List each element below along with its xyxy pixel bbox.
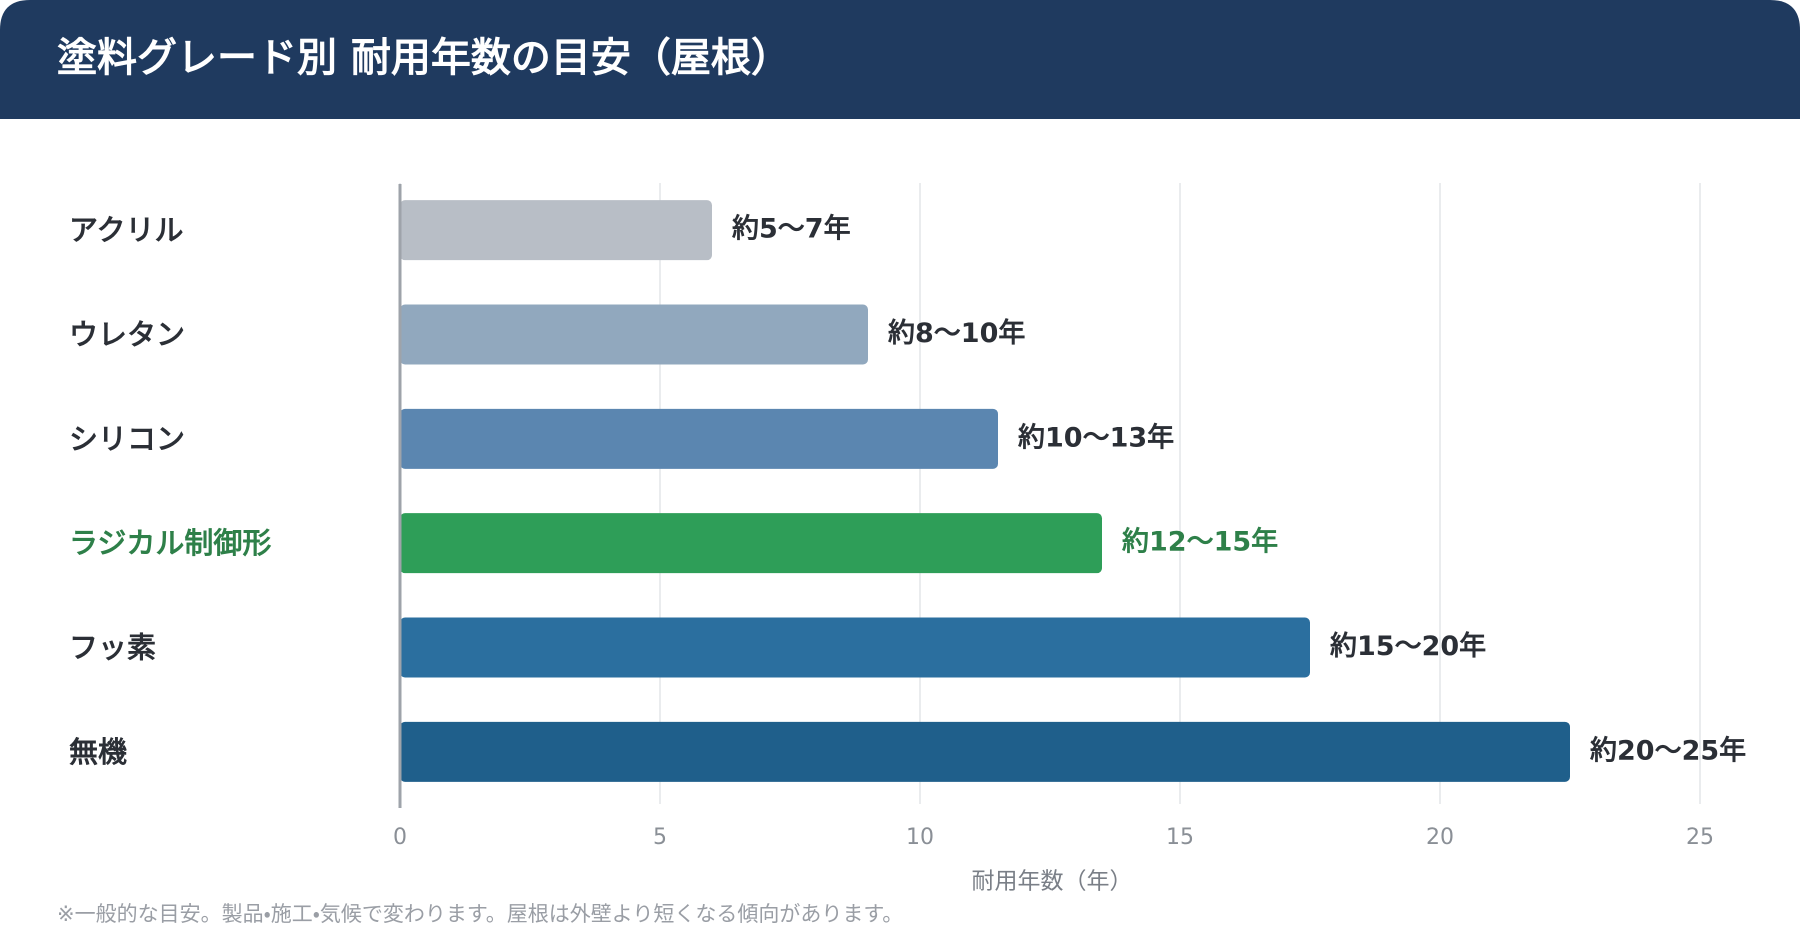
- bar: [400, 200, 712, 261]
- value-label: 約5〜7年: [731, 213, 851, 245]
- header-bar: [0, 0, 1800, 119]
- x-tick-label: 10: [906, 825, 934, 850]
- x-tick-label: 15: [1166, 825, 1194, 850]
- value-label: 約15〜20年: [1329, 630, 1486, 662]
- y-tick-label: フッ素: [69, 631, 156, 665]
- value-label: 約12〜15年: [1121, 526, 1278, 558]
- y-tick-label: シリコン: [69, 422, 185, 456]
- bar: [400, 617, 1310, 678]
- x-tick-label: 20: [1426, 825, 1454, 850]
- chart-title: 塗料グレード別 耐用年数の目安（屋根）: [57, 35, 791, 81]
- bar: [400, 513, 1102, 574]
- x-axis-title: 耐用年数（年）: [972, 869, 1133, 895]
- x-tick-label: 5: [653, 825, 667, 850]
- x-tick-label: 25: [1686, 825, 1714, 850]
- value-label: 約20〜25年: [1589, 734, 1746, 766]
- footnote: ※一般的な目安。製品・施工・気候で変わります。屋根は外壁より短くなる傾向がありま…: [57, 902, 903, 926]
- x-tick-label: 0: [393, 825, 407, 850]
- value-label: 約10〜13年: [1017, 421, 1174, 453]
- y-tick-label: ウレタン: [69, 318, 185, 352]
- bar: [400, 304, 868, 365]
- value-label: 約8〜10年: [887, 317, 1025, 349]
- y-tick-label: ラジカル制御形: [69, 526, 271, 560]
- y-tick-label: 無機: [69, 735, 127, 769]
- bar: [400, 408, 998, 469]
- bar: [400, 721, 1570, 782]
- y-tick-label: アクリル: [69, 213, 184, 247]
